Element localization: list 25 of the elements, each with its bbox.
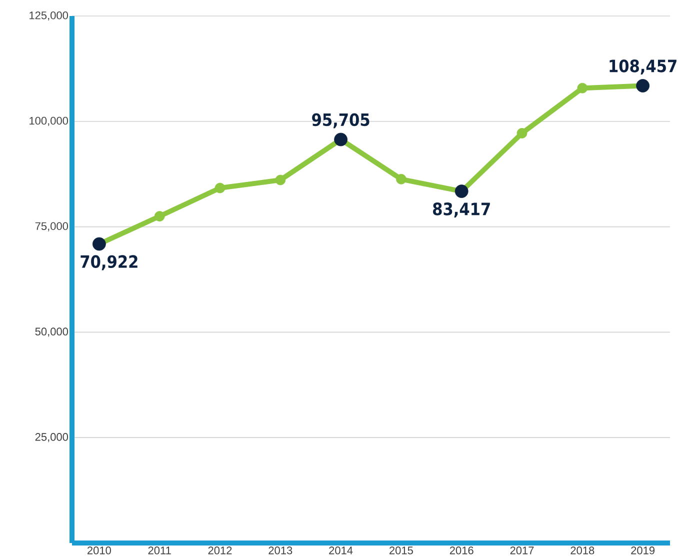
x-tick-label: 2013	[268, 546, 292, 554]
data-label: 83,417	[433, 202, 490, 218]
point	[396, 174, 406, 184]
y-tick-label: 75,000	[35, 222, 68, 232]
point	[214, 182, 226, 194]
x-tick-label: 2011	[148, 546, 171, 554]
data-label: 70,922	[80, 255, 138, 270]
point	[154, 211, 165, 222]
data-label: 95,705	[312, 113, 370, 128]
x-tick-label: 2012	[208, 546, 232, 554]
y-tick-label: 50,000	[35, 328, 68, 337]
x-tick-label: 2015	[390, 546, 413, 554]
y-tick-label: 25,000	[35, 433, 68, 442]
data-label: 108,457	[610, 60, 676, 75]
x-tick-label: 2010	[88, 546, 111, 554]
x-tick-label: 2019	[631, 546, 655, 554]
x-tick-label: 2017	[510, 546, 534, 554]
y-tick-label: 125,000	[30, 11, 68, 21]
x-tick-label: 2014	[329, 546, 353, 554]
x-tick-label: 2016	[450, 546, 474, 554]
x-tick-label: 2018	[570, 546, 594, 554]
y-tick-label: 100,000	[30, 116, 68, 126]
point	[516, 128, 528, 138]
point	[275, 174, 286, 186]
point	[577, 82, 588, 94]
